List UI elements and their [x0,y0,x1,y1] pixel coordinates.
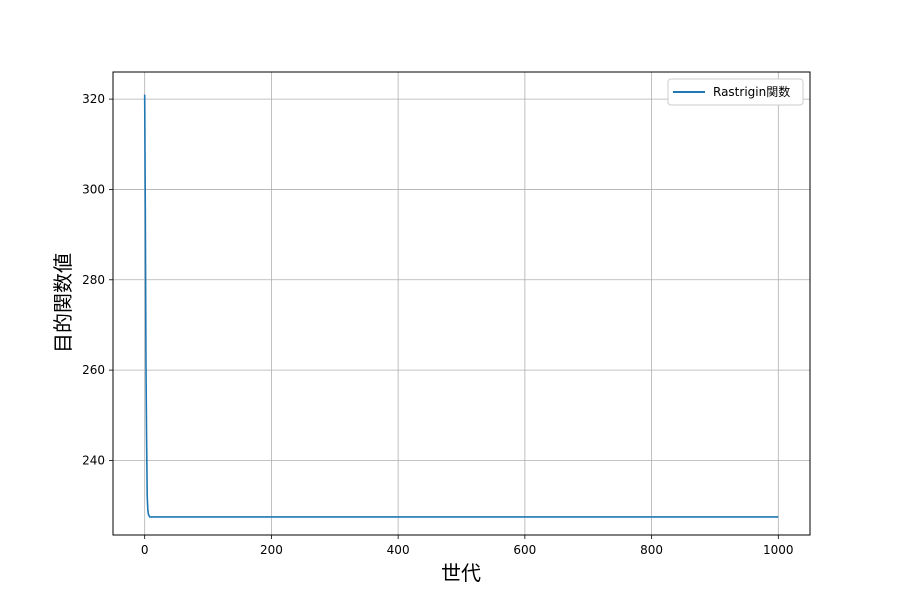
y-axis-label: 目的関数値 [51,253,75,353]
x-tick-label: 400 [387,543,410,557]
legend: Rastrigin関数 [667,78,804,106]
y-tick-label: 280 [82,273,105,287]
ticks: 0 200 400 600 800 1000 240 260 280 300 320 [82,92,793,557]
y-tick-label: 320 [82,92,105,106]
x-tick-label: 0 [141,543,149,557]
x-axis-label: 世代 [441,561,481,585]
x-tick-label: 800 [640,543,663,557]
x-tick-label: 1000 [763,543,794,557]
x-tick-label: 600 [513,543,536,557]
y-tick-label: 260 [82,363,105,377]
plot-frame [112,71,811,536]
y-tick-label: 240 [82,453,105,467]
x-tick-label: 200 [260,543,283,557]
legend-box [667,78,804,106]
y-tick-label: 300 [82,182,105,196]
series [143,94,779,518]
series-line [143,94,779,518]
legend-label: Rastrigin関数 [713,84,790,99]
